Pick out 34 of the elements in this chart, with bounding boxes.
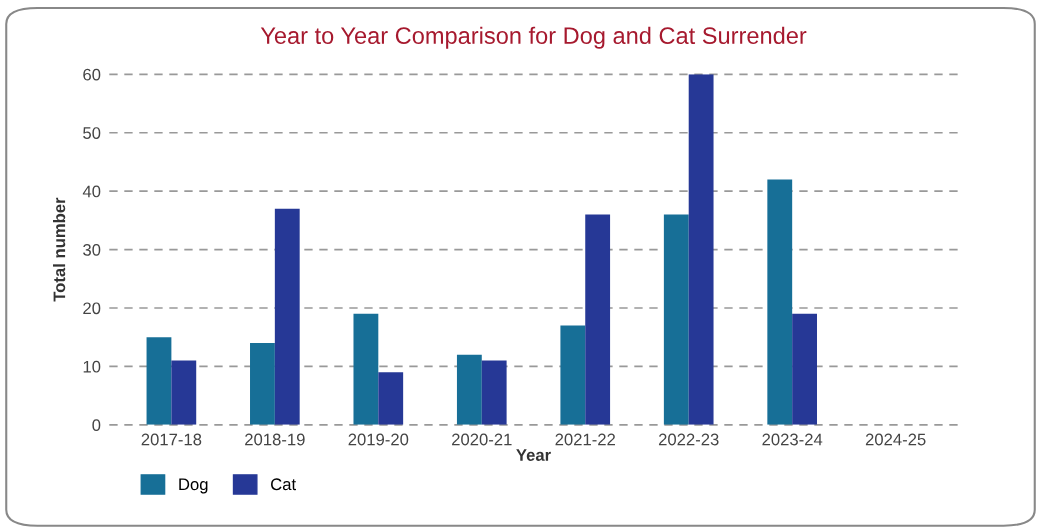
x-tick-label: 2023-24 xyxy=(762,433,823,446)
y-axis-title: Total number xyxy=(53,197,66,302)
bar xyxy=(378,372,404,425)
legend-label: Cat xyxy=(271,478,296,491)
bar xyxy=(663,214,689,425)
bar xyxy=(560,325,586,425)
y-tick-label: 30 xyxy=(83,243,101,256)
bar xyxy=(353,313,379,425)
legend-label: Dog xyxy=(179,478,208,494)
bar xyxy=(250,343,275,425)
x-tick-label: 2024-25 xyxy=(865,433,926,446)
bar xyxy=(481,360,507,425)
bar xyxy=(585,214,611,425)
x-tick-label: 2019-20 xyxy=(348,433,409,446)
bar xyxy=(688,74,714,425)
bar xyxy=(456,354,482,425)
bar xyxy=(792,313,818,425)
x-tick-label: 2022-23 xyxy=(658,433,719,446)
bar xyxy=(171,360,197,425)
x-tick-label: 2020-21 xyxy=(452,433,512,446)
x-tick-label: 2021-22 xyxy=(555,433,615,446)
y-tick-label: 10 xyxy=(83,360,101,373)
y-tick-label: 0 xyxy=(92,419,101,431)
y-tick-label: 40 xyxy=(82,185,101,198)
chart-title: Year to Year Comparison for Dog and Cat Surrender xyxy=(260,26,807,49)
x-tick-label: 2018-19 xyxy=(245,433,305,446)
x-axis-title: Year xyxy=(516,449,551,461)
x-tick-label: 2017-18 xyxy=(141,433,202,446)
y-tick-label: 50 xyxy=(83,127,101,139)
bar xyxy=(274,208,300,425)
bar xyxy=(146,337,172,425)
y-tick-label: 20 xyxy=(83,302,101,315)
bar xyxy=(767,179,793,425)
y-tick-label: 60 xyxy=(83,68,101,81)
